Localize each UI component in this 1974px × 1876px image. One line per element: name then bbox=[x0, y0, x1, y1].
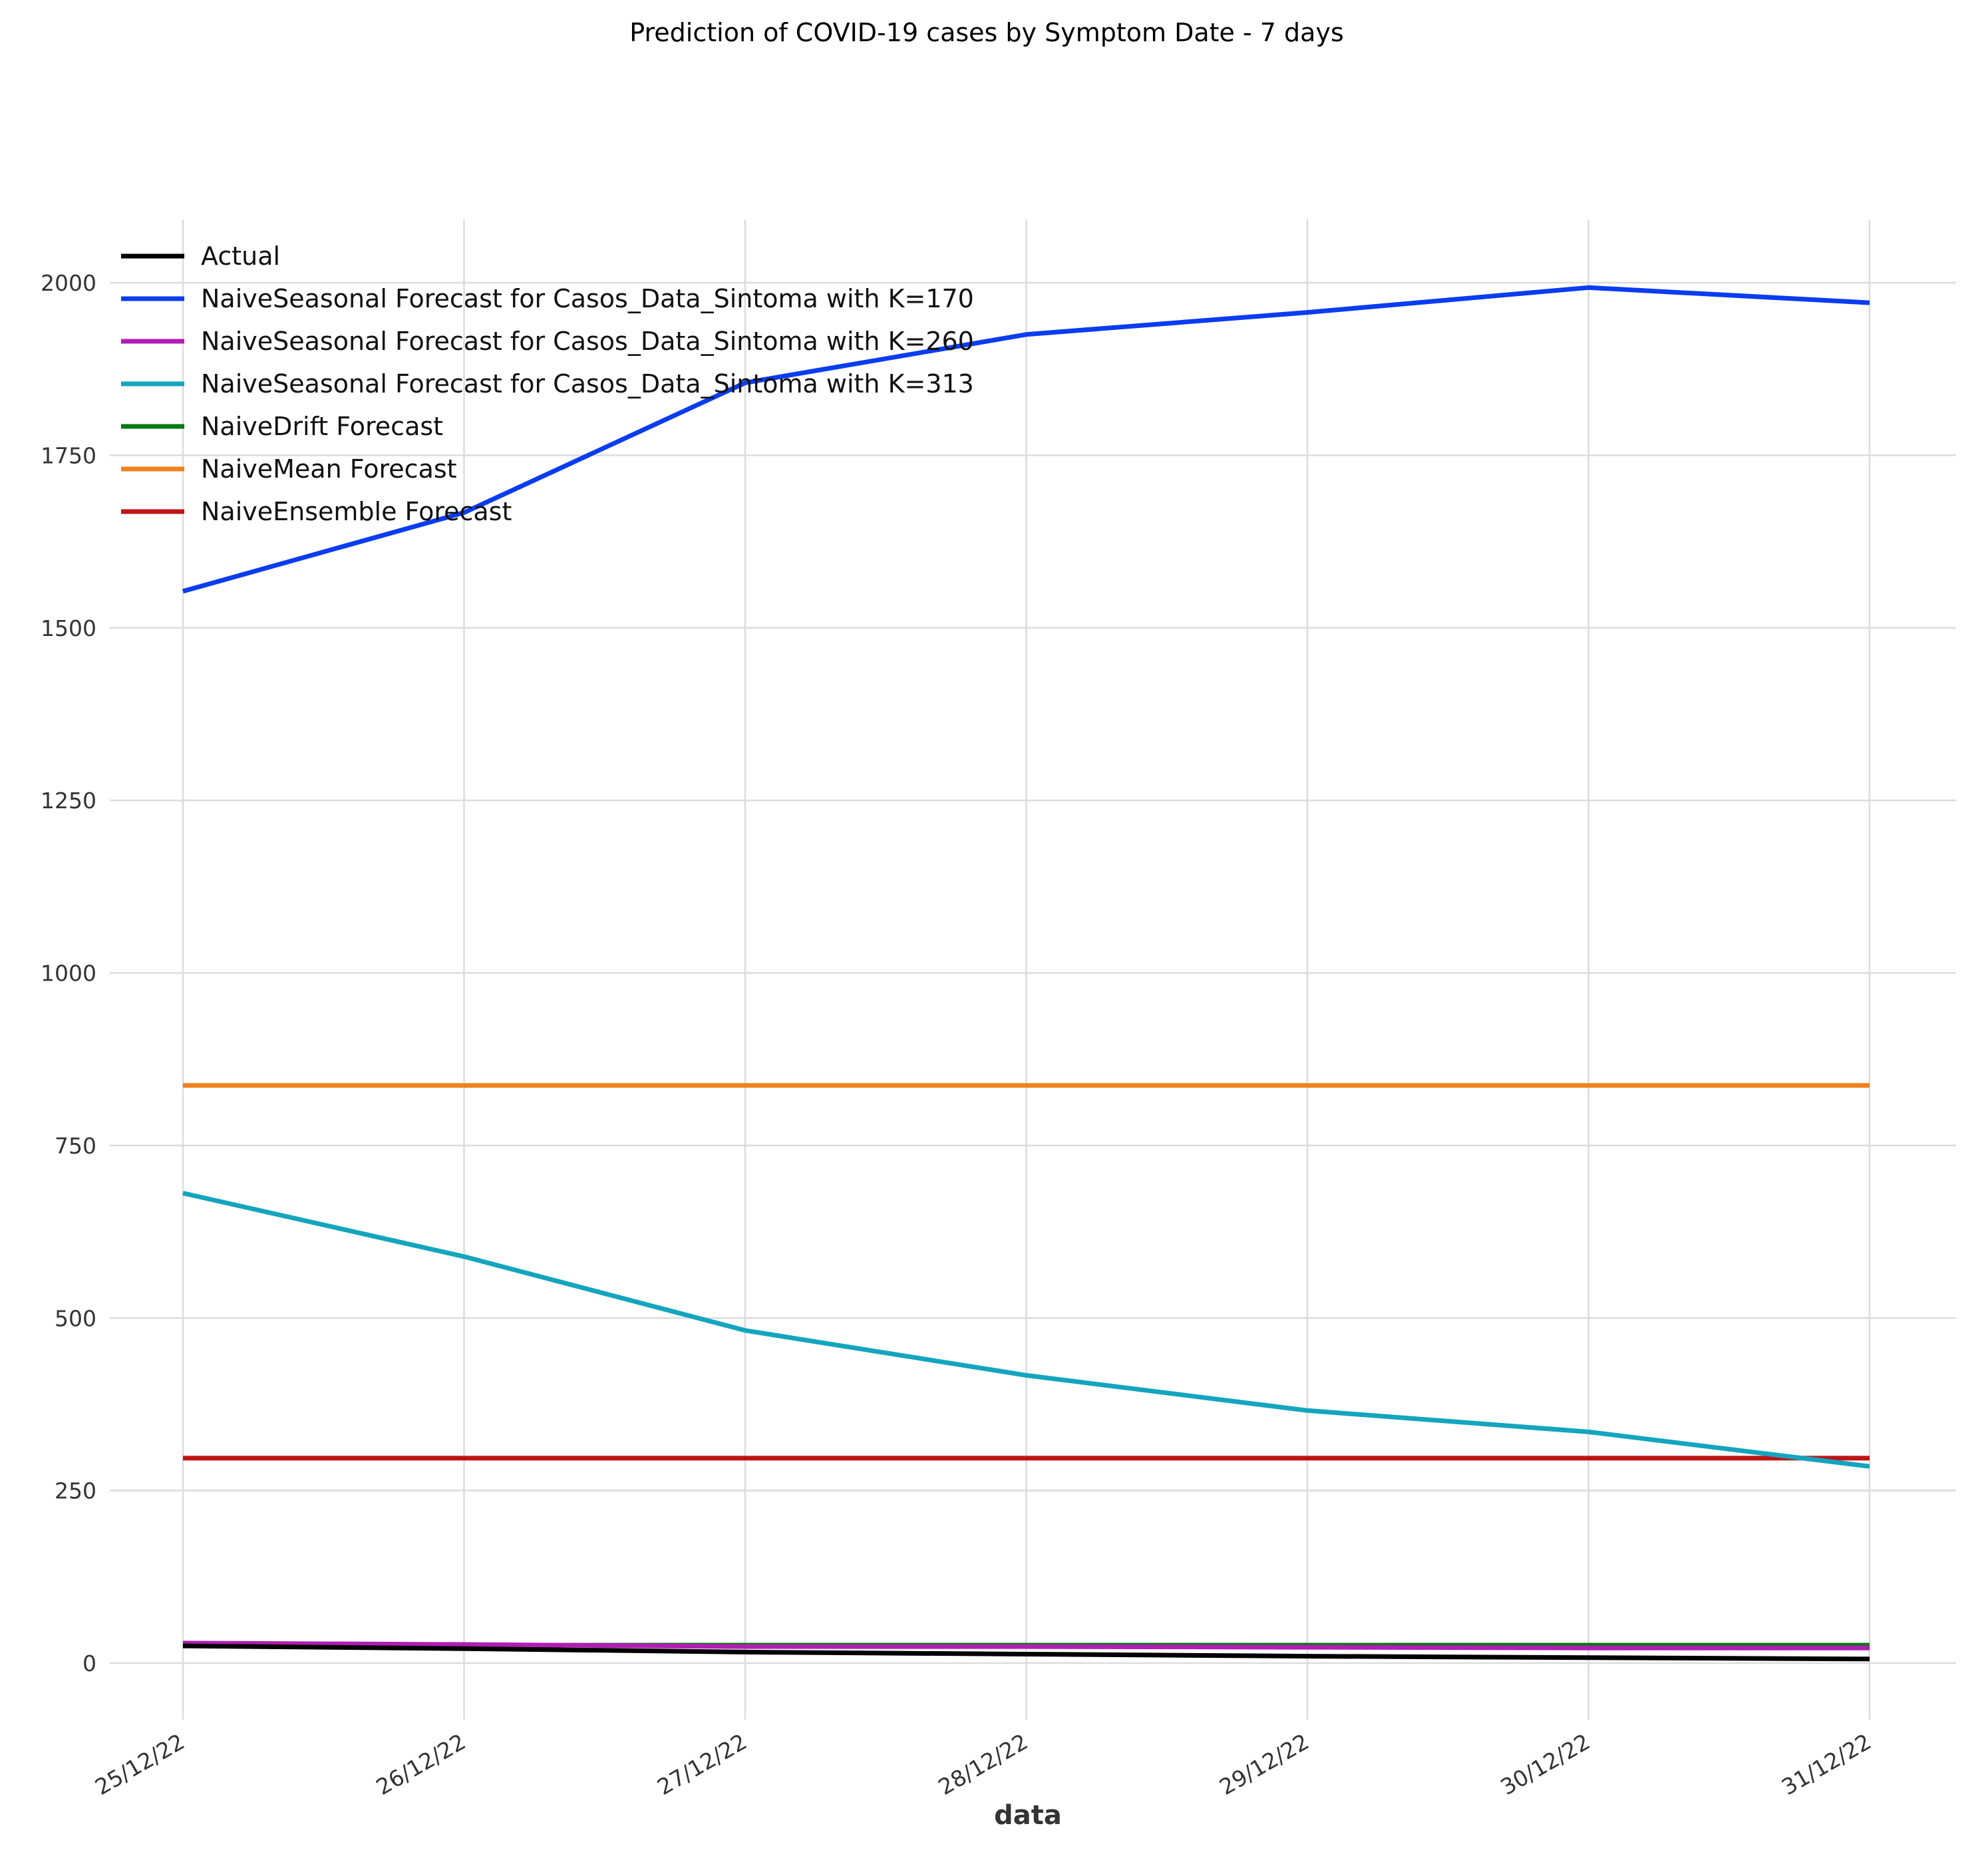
x-axis-label: data bbox=[994, 1800, 1062, 1831]
legend-label: NaiveSeasonal Forecast for Casos_Data_Si… bbox=[201, 327, 974, 356]
legend-label: NaiveSeasonal Forecast for Casos_Data_Si… bbox=[201, 369, 974, 398]
y-tick-label: 1500 bbox=[41, 615, 96, 641]
series-layer bbox=[182, 285, 1870, 1662]
legend-item: NaiveDrift Forecast bbox=[121, 412, 443, 441]
grid-layer bbox=[110, 220, 1956, 1720]
x-tick-label: 28/12/22 bbox=[934, 1728, 1033, 1800]
legend-item: NaiveEnsemble Forecast bbox=[121, 497, 512, 526]
y-tick-label: 1000 bbox=[41, 961, 96, 987]
series-line bbox=[182, 1643, 1870, 1662]
x-axis-ticks: 25/12/22 26/12/22 27/12/22 28/12/22 29/12/22… bbox=[90, 1728, 1876, 1800]
legend-label: Actual bbox=[201, 241, 280, 271]
x-tick-label: 30/12/22 bbox=[1496, 1728, 1595, 1800]
y-tick-label: 250 bbox=[55, 1478, 96, 1504]
y-tick-label: 1750 bbox=[41, 442, 96, 468]
series-line bbox=[182, 1191, 1870, 1469]
y-tick-label: 1250 bbox=[41, 788, 96, 814]
x-tick-label: 25/12/22 bbox=[90, 1728, 189, 1800]
x-tick-label: 26/12/22 bbox=[372, 1728, 470, 1800]
chart-title: Prediction of COVID-19 cases by Symptom … bbox=[629, 18, 1344, 47]
legend-label: NaiveSeasonal Forecast for Casos_Data_Si… bbox=[201, 284, 974, 313]
series-line bbox=[182, 285, 1870, 594]
legend-item: NaiveSeasonal Forecast for Casos_Data_Si… bbox=[121, 284, 974, 313]
legend-label: NaiveEnsemble Forecast bbox=[201, 497, 512, 526]
x-tick-label: 31/12/22 bbox=[1777, 1728, 1876, 1800]
legend: Actual NaiveSeasonal Forecast for Casos_D… bbox=[121, 241, 974, 526]
legend-item: NaiveSeasonal Forecast for Casos_Data_Si… bbox=[121, 369, 974, 398]
x-tick-label: 27/12/22 bbox=[653, 1728, 751, 1800]
y-tick-label: 500 bbox=[55, 1305, 96, 1331]
legend-item: Actual bbox=[121, 241, 280, 271]
x-tick-label: 29/12/22 bbox=[1215, 1728, 1313, 1800]
y-axis-ticks: 0 250 500 750 1000 1250 1500 1750 2000 bbox=[41, 270, 96, 1676]
y-tick-label: 0 bbox=[82, 1650, 96, 1676]
legend-label: NaiveDrift Forecast bbox=[201, 412, 443, 441]
legend-label: NaiveMean Forecast bbox=[201, 454, 457, 484]
legend-item: NaiveMean Forecast bbox=[121, 454, 457, 484]
series-line bbox=[182, 1641, 1870, 1650]
y-tick-label: 750 bbox=[55, 1133, 96, 1159]
legend-item: NaiveSeasonal Forecast for Casos_Data_Si… bbox=[121, 327, 974, 356]
y-tick-label: 2000 bbox=[41, 270, 96, 296]
